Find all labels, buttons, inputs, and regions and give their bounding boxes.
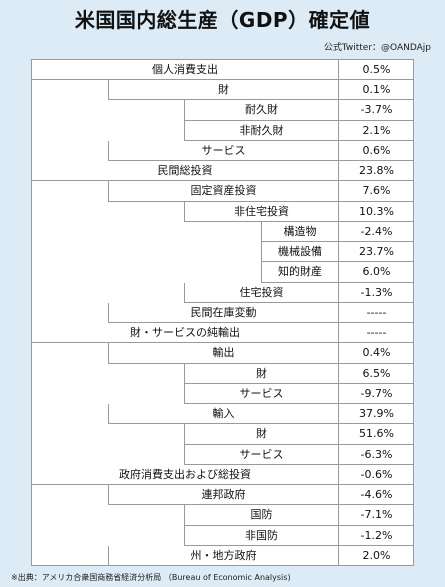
row-label: 非耐久財 — [184, 120, 338, 141]
table-row: 住宅投資 -1.3% — [32, 282, 414, 303]
row-label: 政府消費支出および総投資 — [32, 465, 338, 486]
table-row: 輸入 37.9% — [32, 404, 414, 425]
row-label: 構造物 — [261, 221, 338, 243]
row-label: 耐久財 — [184, 100, 338, 121]
table-row: 財 0.1% — [32, 80, 414, 101]
row-value: 23.8% — [338, 161, 414, 182]
row-value: -1.3% — [338, 282, 414, 303]
row-value: 7.6% — [338, 181, 414, 202]
source-footnote: ※出典：アメリカ合衆国商務省経済分析局 （Bureau of Economic … — [11, 573, 291, 582]
row-value: 6.0% — [338, 262, 414, 283]
row-value: ----- — [338, 323, 414, 344]
table-row: 財 6.5% — [32, 363, 414, 384]
row-value: ----- — [338, 302, 414, 324]
row-label: 国防 — [184, 505, 338, 526]
row-value: -0.6% — [338, 464, 414, 486]
row-value: -9.7% — [338, 383, 414, 405]
row-value: 0.4% — [338, 343, 414, 364]
table-row: 非国防 -1.2% — [32, 525, 414, 546]
row-label: 財 — [108, 80, 338, 101]
table-row: サービス -9.7% — [32, 383, 414, 405]
table-row: 政府消費支出および総投資 -0.6% — [32, 464, 414, 486]
row-label: 民間総投資 — [32, 161, 338, 182]
row-label: 財・サービスの純輸出 — [32, 323, 338, 344]
row-label: 財 — [184, 424, 338, 445]
row-value: -4.6% — [338, 485, 414, 506]
row-label: 知的財産 — [261, 262, 338, 283]
row-value: 2.0% — [338, 545, 414, 566]
row-label: 輸出 — [108, 343, 338, 364]
row-value: -1.2% — [338, 525, 414, 546]
row-value: 6.5% — [338, 363, 414, 384]
row-label: 固定資産投資 — [108, 181, 338, 202]
table-row: 国防 -7.1% — [32, 505, 414, 526]
row-label: 非国防 — [184, 525, 338, 546]
table-row: 民間総投資 23.8% — [32, 161, 414, 182]
table-row: 固定資産投資 7.6% — [32, 181, 414, 202]
table-row: 非耐久財 2.1% — [32, 120, 414, 141]
row-value: -6.3% — [338, 444, 414, 465]
row-label: 民間在庫変動 — [108, 302, 338, 324]
table-row: 財 51.6% — [32, 424, 414, 445]
table-row: 連邦政府 -4.6% — [32, 485, 414, 506]
table-row: 耐久財 -3.7% — [32, 100, 414, 121]
row-label: 連邦政府 — [108, 485, 338, 506]
row-value: 51.6% — [338, 424, 414, 445]
row-value: 0.5% — [338, 60, 414, 81]
row-value: 0.6% — [338, 140, 414, 162]
row-label: 住宅投資 — [184, 282, 338, 303]
table-row: 財・サービスの純輸出 ----- — [32, 323, 414, 344]
table-row: サービス -6.3% — [32, 444, 414, 465]
row-label: サービス — [184, 383, 338, 405]
row-value: 2.1% — [338, 120, 414, 141]
row-value: -7.1% — [338, 505, 414, 526]
row-value: -3.7% — [338, 100, 414, 121]
table-row: 個人消費支出 0.5% — [32, 60, 414, 81]
row-value: 10.3% — [338, 201, 414, 222]
row-label: 機械設備 — [261, 242, 338, 263]
table-row: 機械設備 23.7% — [32, 242, 414, 263]
table-row: サービス 0.6% — [32, 140, 414, 162]
row-label: サービス — [108, 140, 338, 162]
gdp-table: 個人消費支出 0.5% 財 0.1% 耐久財 -3.7% 非耐久財 2.1% サービス 0.6% 民… — [31, 59, 414, 566]
row-value: -2.4% — [338, 221, 414, 243]
table-row: 非住宅投資 10.3% — [32, 201, 414, 222]
row-label: 州・地方政府 — [108, 545, 338, 566]
row-label: サービス — [184, 444, 338, 465]
table-row: 知的財産 6.0% — [32, 262, 414, 283]
row-value: 23.7% — [338, 242, 414, 263]
row-label: 財 — [184, 363, 338, 384]
table-row: 民間在庫変動 ----- — [32, 302, 414, 324]
twitter-credit: 公式Twitter：@OANDAjp — [323, 43, 431, 53]
table-row: 構造物 -2.4% — [32, 221, 414, 243]
row-label: 非住宅投資 — [184, 201, 338, 222]
table-row: 州・地方政府 2.0% — [32, 545, 414, 566]
row-label: 輸入 — [108, 404, 338, 425]
page-title: 米国国内総生産（GDP）確定値 — [74, 8, 371, 32]
row-value: 0.1% — [338, 80, 414, 101]
row-value: 37.9% — [338, 404, 414, 425]
table-row: 輸出 0.4% — [32, 343, 414, 364]
row-label: 個人消費支出 — [32, 60, 338, 81]
